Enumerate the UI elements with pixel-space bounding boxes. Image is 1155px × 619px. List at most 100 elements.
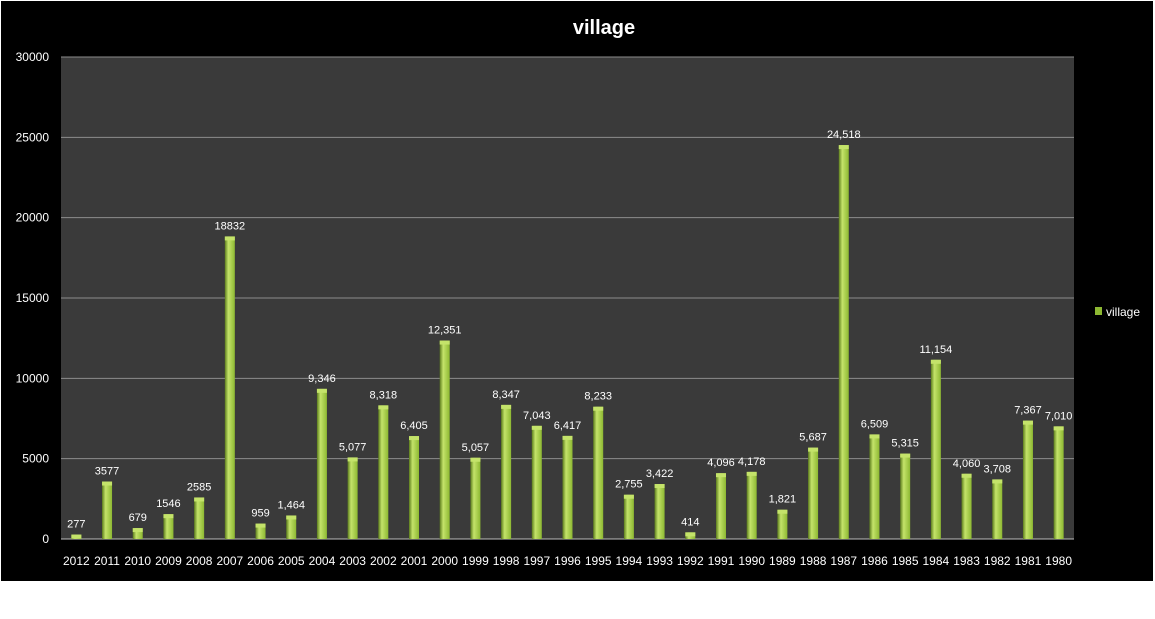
x-tick-label: 2006	[247, 554, 274, 568]
x-tick-label: 1997	[523, 554, 550, 568]
bar-body	[930, 359, 941, 539]
bar-body	[132, 528, 143, 539]
bar-cap	[1022, 420, 1033, 425]
legend: village	[1095, 305, 1140, 319]
data-label: 12,351	[428, 325, 462, 337]
bar-body	[378, 405, 389, 539]
data-label: 1546	[156, 498, 180, 510]
data-label: 414	[681, 516, 699, 528]
x-tick-label: 2005	[278, 554, 305, 568]
x-tick-label: 2004	[309, 554, 336, 568]
data-label: 3,422	[646, 468, 674, 480]
bar-cap	[930, 359, 941, 364]
bar-body	[255, 523, 266, 539]
data-label: 1,464	[277, 499, 305, 511]
bar-cap	[102, 481, 113, 486]
y-tick-label: 5000	[22, 452, 49, 466]
bar-cap	[132, 528, 143, 533]
bar-body	[746, 471, 757, 539]
chart-frame: village 0 5000 10000 15000 20000 25000 30000 2…	[1, 1, 1153, 581]
x-tick-label: 1984	[923, 554, 950, 568]
y-axis-ticks: 0 5000 10000 15000 20000 25000 30000	[16, 50, 50, 546]
x-tick-label: 1996	[554, 554, 581, 568]
x-tick-label: 2000	[431, 554, 458, 568]
bar-body	[409, 436, 420, 539]
bar	[777, 509, 788, 539]
x-tick-label: 1999	[462, 554, 489, 568]
bar	[439, 340, 450, 539]
bar-body	[224, 236, 235, 539]
bar-cap	[255, 523, 266, 528]
bar-cap	[623, 494, 634, 499]
bar	[1022, 420, 1033, 539]
bar-cap	[194, 497, 205, 502]
data-label: 18832	[215, 220, 246, 232]
bar-body	[1022, 420, 1033, 539]
bar	[654, 484, 665, 539]
bar-body	[777, 509, 788, 539]
bar	[715, 473, 726, 539]
bar-body	[316, 388, 327, 539]
bar-cap	[224, 236, 235, 241]
x-axis-ticks: 2012 2011 2010 2009 2008 2007 2006 2005 2004 2003…	[63, 554, 1072, 568]
x-tick-label: 1993	[646, 554, 673, 568]
x-tick-label: 1981	[1015, 554, 1042, 568]
bar	[838, 145, 849, 540]
bar	[286, 515, 297, 539]
data-label: 5,057	[462, 442, 490, 454]
bar	[746, 471, 757, 539]
bar	[930, 359, 941, 539]
bar	[900, 453, 911, 539]
data-label: 2585	[187, 481, 211, 493]
x-tick-label: 2009	[155, 554, 182, 568]
bar-cap	[992, 479, 1003, 484]
x-tick-label: 1992	[677, 554, 704, 568]
x-tick-label: 1989	[769, 554, 796, 568]
bars	[71, 145, 1064, 540]
bar	[992, 479, 1003, 539]
y-tick-label: 0	[42, 532, 49, 546]
data-label: 4,178	[738, 456, 766, 468]
data-label: 8,233	[584, 391, 612, 403]
bar	[531, 425, 542, 539]
x-tick-label: 2007	[216, 554, 243, 568]
bar-cap	[685, 532, 696, 537]
bar-body	[562, 435, 573, 539]
bar-cap	[838, 145, 849, 150]
data-label: 7,043	[523, 410, 551, 422]
bar-body	[900, 453, 911, 539]
data-label: 3577	[95, 466, 119, 478]
bar-body	[163, 514, 174, 539]
y-tick-label: 15000	[16, 291, 50, 305]
bar	[1053, 426, 1064, 539]
data-label: 6,509	[861, 418, 889, 430]
bar-chart: village 0 5000 10000 15000 20000 25000 30000 2…	[16, 17, 1141, 568]
bar-body	[501, 404, 512, 539]
bar	[132, 528, 143, 539]
bar	[685, 532, 696, 539]
bar-cap	[286, 515, 297, 520]
bar-cap	[869, 434, 880, 439]
data-label: 4,060	[953, 458, 981, 470]
legend-swatch	[1095, 307, 1102, 315]
bar	[562, 435, 573, 539]
bar-body	[961, 473, 972, 539]
bar-body	[286, 515, 297, 539]
x-tick-label: 1982	[984, 554, 1011, 568]
bar-cap	[531, 425, 542, 430]
y-tick-label: 25000	[16, 130, 50, 144]
data-label: 9,346	[308, 373, 336, 385]
bar-body	[808, 447, 819, 539]
x-tick-label: 1985	[892, 554, 919, 568]
bar	[163, 514, 174, 539]
bar-cap	[316, 388, 327, 393]
data-label: 5,077	[339, 441, 367, 453]
bar	[224, 236, 235, 539]
data-label: 11,154	[919, 344, 952, 356]
bar-cap	[654, 484, 665, 489]
data-label: 959	[251, 508, 269, 520]
bar-cap	[715, 473, 726, 478]
bar-cap	[777, 509, 788, 514]
data-label: 277	[67, 519, 85, 531]
bar-body	[992, 479, 1003, 539]
